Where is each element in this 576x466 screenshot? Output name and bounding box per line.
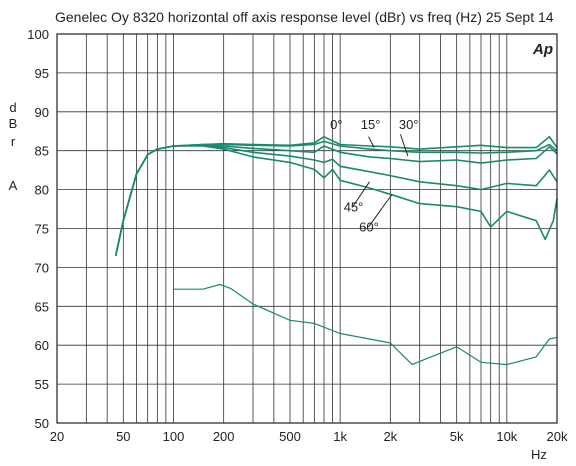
y-tick-label: 80 (35, 183, 49, 198)
x-tick-label: 100 (163, 429, 185, 444)
y-tick-labels: 100 95 90 85 80 75 70 65 60 55 50 (27, 27, 49, 431)
y-axis-label-letter: A (9, 178, 18, 193)
ap-logo: Ap (532, 41, 553, 58)
y-tick-label: 65 (35, 299, 49, 314)
y-tick-label: 50 (35, 416, 49, 431)
x-tick-label: 5k (450, 429, 464, 444)
y-tick-label: 55 (35, 377, 49, 392)
annotation-leader (351, 181, 370, 208)
y-axis-label-letter: B (9, 116, 18, 131)
annotation-label: 15° (361, 117, 381, 132)
annotation-leader (399, 134, 409, 157)
annotation-label: 60° (359, 220, 379, 235)
plot-frame (56, 33, 558, 424)
x-tick-label: 10k (496, 429, 517, 444)
chart-series (114, 135, 558, 366)
annotation-leader (368, 193, 393, 228)
x-tick-label: 20k (547, 429, 568, 444)
x-tick-label: 50 (116, 429, 130, 444)
x-tick-label: 200 (213, 429, 235, 444)
chart-grid (57, 34, 557, 423)
y-tick-label: 70 (35, 260, 49, 275)
y-tick-label: 100 (27, 27, 49, 42)
x-axis-label: Hz (531, 447, 547, 462)
y-tick-label: 85 (35, 144, 49, 159)
y-axis-label: dBr A (9, 100, 18, 193)
series-line-bottom (173, 283, 558, 366)
x-tick-label: 500 (279, 429, 301, 444)
y-tick-label: 60 (35, 338, 49, 353)
y-tick-label: 75 (35, 222, 49, 237)
y-tick-label: 90 (35, 105, 49, 120)
y-axis-label-letter: r (11, 134, 16, 149)
annotation-leaders (351, 134, 409, 228)
y-tick-label: 95 (35, 66, 49, 81)
series-line-4 (114, 145, 558, 256)
annotation-label: 30° (399, 117, 419, 132)
x-tick-labels: 20 50 100 200 500 1k 2k 5k 10k 20k (50, 429, 568, 444)
annotation-leader (368, 136, 375, 148)
annotation-label: 0° (330, 117, 342, 132)
chart-annotations: 0° 15° 30° 45° 60° (330, 117, 418, 235)
x-tick-label: 2k (383, 429, 397, 444)
x-tick-label: 20 (50, 429, 64, 444)
chart-title: Genelec Oy 8320 horizontal off axis resp… (55, 9, 554, 25)
x-tick-label: 1k (333, 429, 347, 444)
y-axis-label-letter: d (9, 100, 16, 115)
annotation-label: 45° (344, 199, 364, 214)
